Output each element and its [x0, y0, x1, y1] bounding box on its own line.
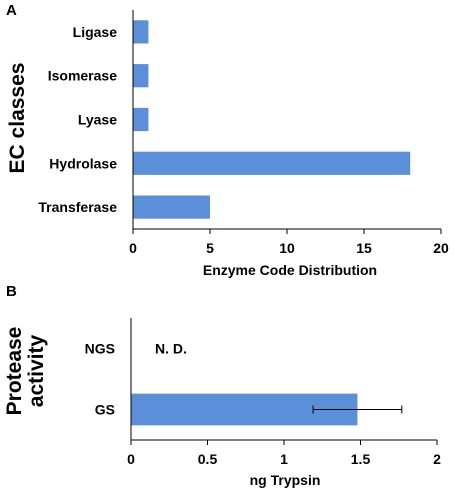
panel-a: A EC classes Ligase Isomerase Lyase Hydrola… [6, 2, 449, 278]
a-bar-lyase [133, 107, 149, 132]
b-x-tick-label-3: 1.5 [351, 451, 371, 467]
panel-b: B Protease activity N. D. NGS GS 0 0.5 1 1.5… [3, 283, 441, 488]
b-x-tick-label-1: 0.5 [198, 451, 218, 467]
a-category-label-isomerase: Isomerase [48, 68, 117, 84]
panel-b-y-axis-title-line2: activity [25, 334, 48, 407]
a-x-tick-label-2: 10 [279, 240, 295, 256]
a-x-tick-label-4: 20 [433, 240, 449, 256]
a-bar-transferase [133, 195, 210, 219]
a-bar-ligase [133, 20, 149, 44]
panel-b-bars: N. D. [131, 341, 403, 426]
b-error-bar-gs [312, 405, 403, 414]
a-x-tick-label-3: 15 [356, 240, 372, 256]
panel-b-x-ticks: 0 0.5 1 1.5 2 [127, 440, 441, 467]
panel-b-category-labels: NGS GS [85, 341, 115, 418]
a-category-label-ligase: Ligase [73, 24, 118, 40]
b-category-label-ngs: NGS [85, 341, 115, 357]
b-x-tick-label-0: 0 [127, 451, 135, 467]
a-x-tick-label-0: 0 [129, 240, 137, 256]
panel-a-x-axis-title: Enzyme Code Distribution [203, 262, 377, 278]
b-category-label-gs: GS [95, 402, 115, 418]
a-bar-isomerase [133, 64, 149, 88]
a-category-label-transferase: Transferase [38, 199, 117, 215]
a-category-label-lyase: Lyase [78, 112, 117, 128]
a-bar-hydrolase [133, 151, 411, 175]
panel-b-letter: B [6, 283, 17, 300]
a-category-label-hydrolase: Hydrolase [49, 155, 117, 171]
panel-a-bars [133, 20, 411, 219]
b-annotation-ngs: N. D. [155, 341, 187, 357]
panel-a-category-labels: Ligase Isomerase Lyase Hydrolase Transferase [38, 24, 117, 215]
panel-a-y-axis-title: EC classes [6, 63, 29, 174]
panel-a-letter: A [6, 2, 17, 19]
panel-b-y-axis-title-line1: Protease [3, 327, 26, 416]
a-x-tick-label-1: 5 [206, 240, 214, 256]
panel-b-x-axis-title: ng Trypsin [250, 472, 321, 488]
b-x-tick-label-4: 2 [433, 451, 441, 467]
panel-a-x-ticks: 0 5 10 15 20 [129, 229, 449, 256]
b-x-tick-label-2: 1 [280, 451, 288, 467]
